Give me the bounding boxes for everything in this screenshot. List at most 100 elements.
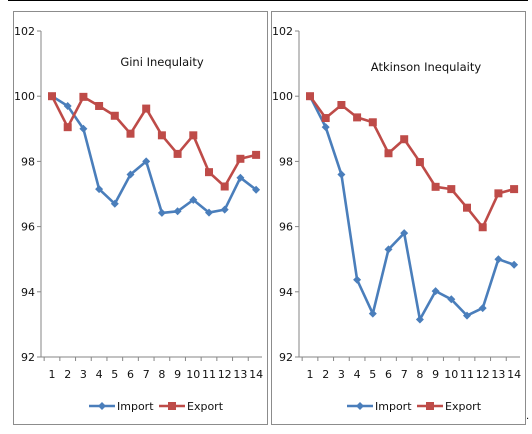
data-point-import	[142, 157, 151, 166]
data-point-export	[48, 92, 56, 101]
data-point-export	[236, 154, 245, 163]
y-tick-label: 92	[279, 351, 293, 364]
x-tick-label: 4	[354, 368, 361, 381]
data-point-export	[321, 114, 330, 123]
data-point-export	[400, 135, 409, 144]
data-point-import	[252, 185, 261, 194]
x-tick-label: 14	[507, 368, 521, 381]
data-point-export	[110, 111, 119, 120]
x-tick-label: 10	[186, 368, 200, 381]
y-tick-label: 92	[21, 351, 35, 364]
x-tick-label: 1	[49, 368, 56, 381]
data-point-import	[368, 309, 377, 318]
data-point-export	[126, 129, 135, 138]
data-point-export	[510, 185, 519, 194]
x-tick-label: 9	[174, 368, 181, 381]
chart-title: Gini Inequlaity	[120, 55, 204, 69]
data-point-import	[494, 255, 503, 264]
atkinson-chart-panel: Atkinson Inequlaity 92 94 96 98 100 102 1 2 3 4 5 6 7…	[271, 11, 526, 425]
series-line-export	[308, 95, 515, 229]
gini-chart-panel: Gini Inequlaity 92 94 96 98 100 102 1 2 3 4 5 6 7 8 9 10…	[13, 11, 268, 425]
x-tick-label: 1	[307, 368, 314, 381]
stray-mark: .	[526, 411, 530, 422]
data-point-export	[252, 150, 261, 159]
data-point-import	[321, 123, 330, 132]
data-point-import	[157, 208, 166, 217]
y-tick-label: 102	[14, 25, 35, 38]
x-tick-label: 10	[444, 368, 458, 381]
data-point-export	[220, 182, 229, 191]
series-line-import	[308, 95, 515, 321]
series-line-import	[51, 95, 257, 215]
data-point-export	[494, 189, 503, 198]
data-point-import	[431, 287, 440, 296]
data-point-import	[126, 170, 135, 179]
data-point-export	[142, 104, 151, 113]
x-tick-label: 13	[233, 368, 247, 381]
x-tick-label: 3	[338, 368, 345, 381]
data-point-import	[337, 170, 346, 179]
legend-label-export: Export	[187, 400, 224, 413]
y-tick-label: 100	[14, 90, 35, 103]
y-tick-label: 96	[279, 221, 293, 234]
data-point-import	[205, 208, 213, 217]
data-point-import	[220, 205, 229, 214]
data-point-export	[415, 158, 424, 167]
chart-title: Atkinson Inequlaity	[371, 60, 482, 74]
legend-marker-export	[426, 402, 434, 410]
data-point-export	[463, 203, 471, 212]
data-point-export	[306, 92, 314, 101]
y-tick-label: 94	[21, 286, 35, 299]
data-point-import	[110, 199, 119, 208]
y-tick-label: 98	[279, 155, 293, 168]
x-tick-label: 7	[401, 368, 408, 381]
y-tick-label: 96	[21, 221, 35, 234]
legend-label-export: Export	[445, 400, 482, 413]
y-tick-label: 94	[279, 286, 293, 299]
legend-marker-export	[168, 402, 176, 410]
x-tick-label: 11	[202, 368, 216, 381]
x-tick-label: 8	[158, 368, 165, 381]
x-tick-label: 5	[369, 368, 376, 381]
legend-label-import: Import	[375, 400, 412, 413]
data-point-export	[173, 149, 182, 158]
data-point-export	[157, 131, 166, 140]
x-tick-label: 13	[491, 368, 505, 381]
data-point-export	[205, 168, 213, 177]
y-tick-label: 100	[272, 90, 293, 103]
data-point-import	[95, 185, 104, 194]
data-point-export	[384, 149, 393, 158]
data-point-export	[431, 182, 440, 191]
legend-marker-import	[98, 402, 106, 410]
x-tick-label: 2	[64, 368, 71, 381]
data-point-export	[95, 101, 104, 110]
y-tick-label: 98	[21, 155, 35, 168]
data-point-export	[337, 101, 346, 110]
x-tick-label: 14	[249, 368, 263, 381]
data-point-import	[236, 173, 245, 182]
x-tick-label: 8	[416, 368, 423, 381]
data-point-import	[353, 275, 362, 284]
top-border-line	[8, 0, 528, 1]
legend-marker-import	[356, 402, 364, 410]
x-tick-label: 9	[432, 368, 439, 381]
data-point-import	[463, 311, 471, 320]
x-tick-label: 11	[460, 368, 474, 381]
data-point-import	[447, 295, 456, 304]
data-point-export	[447, 185, 456, 194]
x-tick-label: 12	[218, 368, 232, 381]
series-line-export	[50, 95, 257, 188]
data-point-import	[189, 195, 198, 204]
data-point-import	[79, 124, 88, 133]
data-point-export	[63, 123, 72, 132]
data-point-export	[79, 92, 88, 101]
data-point-export	[368, 118, 377, 127]
data-point-import	[384, 245, 393, 254]
x-tick-label: 4	[96, 368, 103, 381]
data-point-import	[400, 229, 409, 238]
x-tick-label: 2	[322, 368, 329, 381]
x-tick-label: 3	[80, 368, 87, 381]
data-point-import	[478, 304, 487, 313]
